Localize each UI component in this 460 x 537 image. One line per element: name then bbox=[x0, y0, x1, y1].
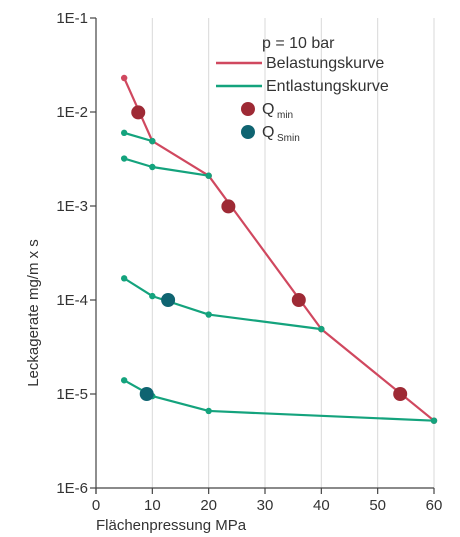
legend-label-subscript: min bbox=[277, 110, 293, 121]
x-tick-label: 40 bbox=[313, 497, 330, 514]
series-point bbox=[149, 163, 156, 171]
x-tick-label: 20 bbox=[200, 497, 217, 514]
axes bbox=[90, 17, 435, 494]
series-line bbox=[123, 277, 322, 331]
y-tick-label: 1E-2 bbox=[56, 104, 88, 121]
series-point bbox=[318, 325, 325, 333]
series-lines bbox=[120, 74, 438, 424]
y-tick-label: 1E-5 bbox=[56, 386, 88, 403]
q-smin-marker bbox=[161, 293, 176, 307]
series-point bbox=[120, 129, 128, 137]
tick-labels: 1E-6 1E-5 1E-4 1E-3 1E-2 1E-1 0 10 20 30 40 50 60 bbox=[56, 10, 442, 514]
series-point bbox=[149, 292, 156, 300]
q-smin-marker bbox=[139, 387, 154, 401]
series-point bbox=[120, 155, 128, 162]
legend-label: Belastungskurve bbox=[266, 55, 384, 72]
series-line bbox=[123, 131, 153, 143]
x-tick-label: 50 bbox=[369, 497, 386, 514]
series-point bbox=[430, 417, 438, 424]
x-tick-label: 60 bbox=[426, 497, 443, 514]
q-min-marker bbox=[291, 293, 306, 307]
x-tick-label: 0 bbox=[92, 497, 100, 514]
legend-marker-swatch bbox=[241, 102, 255, 116]
series-line bbox=[123, 77, 435, 422]
series-point bbox=[149, 137, 156, 145]
x-tick-label: 10 bbox=[144, 497, 161, 514]
series-point bbox=[120, 74, 128, 82]
legend-label: Q bbox=[262, 101, 274, 118]
series-point bbox=[205, 407, 212, 415]
legend-label-subscript: Smin bbox=[277, 133, 300, 144]
legend-label: Entlastungskurve bbox=[266, 78, 389, 95]
legend-marker-swatch bbox=[241, 125, 255, 139]
legend-label: Q bbox=[262, 124, 274, 141]
y-tick-label: 1E-1 bbox=[56, 10, 88, 27]
series-line bbox=[123, 379, 435, 422]
y-tick-label: 1E-3 bbox=[56, 198, 88, 215]
series-point bbox=[205, 172, 212, 179]
series-point bbox=[205, 311, 212, 318]
y-axis-title: Leckagerate mg/m x s bbox=[25, 239, 42, 387]
legend-title: p = 10 bar bbox=[262, 35, 335, 52]
y-tick-label: 1E-4 bbox=[56, 292, 88, 309]
q-min-marker bbox=[131, 105, 146, 120]
series-point bbox=[120, 377, 128, 384]
x-tick-label: 30 bbox=[257, 497, 274, 514]
q-min-marker bbox=[221, 199, 236, 214]
data-markers bbox=[131, 105, 408, 401]
y-tick-label: 1E-6 bbox=[56, 480, 88, 497]
legend: p = 10 bar Belastungskurve Entlastungskur… bbox=[216, 35, 389, 144]
q-min-marker bbox=[393, 387, 408, 401]
series-point bbox=[120, 275, 128, 282]
x-axis-title: Flächenpressung MPa bbox=[96, 517, 247, 534]
